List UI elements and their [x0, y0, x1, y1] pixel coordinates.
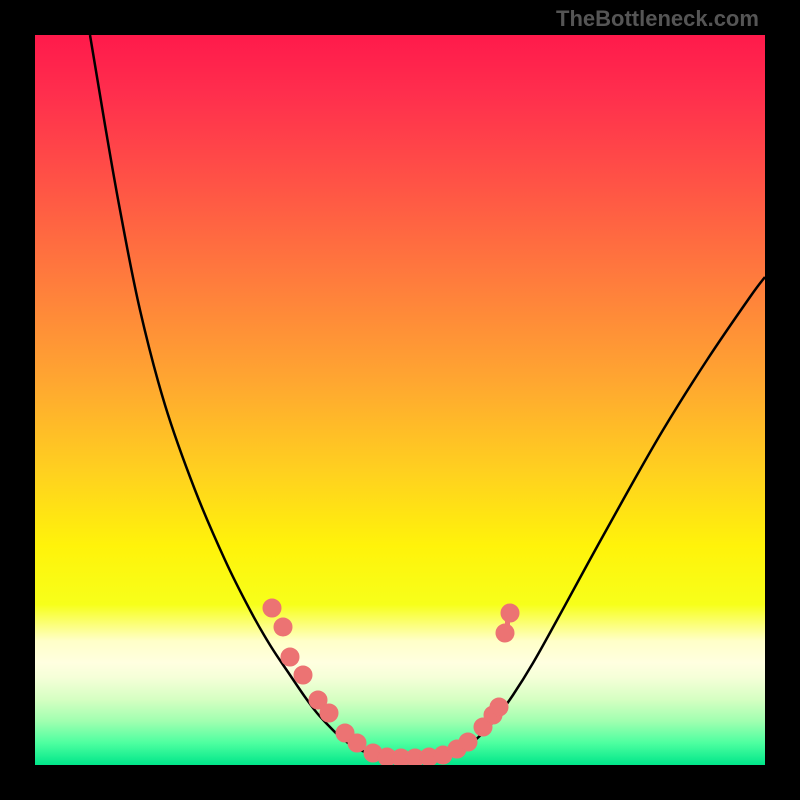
data-marker [281, 648, 299, 666]
bottleneck-curve [35, 35, 765, 765]
data-marker [459, 733, 477, 751]
data-marker [320, 704, 338, 722]
curve-path [90, 35, 765, 758]
chart-plot-area [35, 35, 765, 765]
data-marker [348, 734, 366, 752]
watermark-text: TheBottleneck.com [556, 6, 759, 32]
data-markers-group [263, 599, 519, 765]
data-marker [274, 618, 292, 636]
data-marker [294, 666, 312, 684]
data-marker [263, 599, 281, 617]
marker-spike-icon [505, 605, 510, 627]
image-frame: TheBottleneck.com [0, 0, 800, 800]
data-marker [490, 698, 508, 716]
